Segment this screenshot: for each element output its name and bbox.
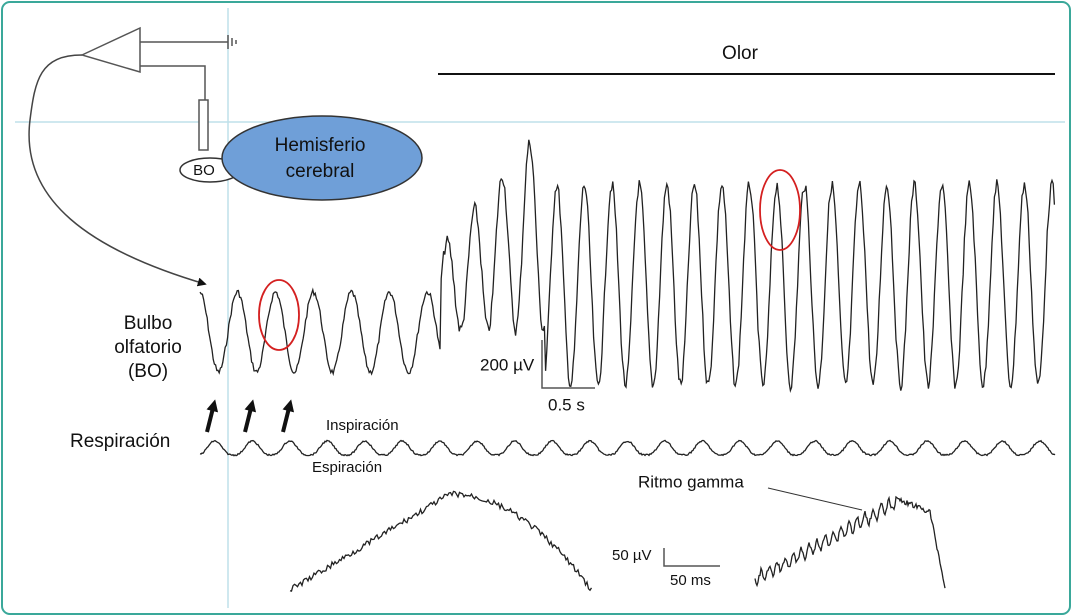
annotation: Ritmo gamma (638, 472, 744, 491)
scale-bar (541, 340, 595, 389)
amplifier-diagram (28, 26, 237, 287)
hemisphere-label: cerebral (286, 161, 355, 182)
slow-trace (289, 490, 593, 592)
gamma-trace (754, 495, 946, 589)
bulb-label: BO (193, 162, 215, 179)
highlight (258, 279, 300, 351)
odor-label: Olor (722, 43, 759, 64)
highlight (759, 169, 801, 251)
arrows (205, 399, 295, 433)
annotation-pointer (767, 487, 863, 511)
scale-amplitude: 50 µV (612, 547, 652, 564)
olfactory-bulb-trace (199, 139, 1056, 394)
trace-label: (BO) (128, 361, 168, 382)
phase-label: Inspiración (326, 417, 399, 434)
trace-label: Respiración (70, 431, 170, 452)
trace-label: Bulbo (124, 313, 173, 334)
scale-bar (663, 548, 720, 567)
scale-time: 50 ms (670, 572, 711, 589)
trace-label: olfatorio (114, 337, 182, 358)
scale-time: 0.5 s (548, 395, 585, 414)
hemisphere-shape (221, 115, 423, 201)
scale-amplitude: 200 µV (480, 355, 535, 374)
hemisphere-label: Hemisferio (275, 135, 366, 156)
phase-label: Espiración (312, 459, 382, 476)
respiration-trace (199, 439, 1056, 457)
traces (199, 139, 1056, 592)
